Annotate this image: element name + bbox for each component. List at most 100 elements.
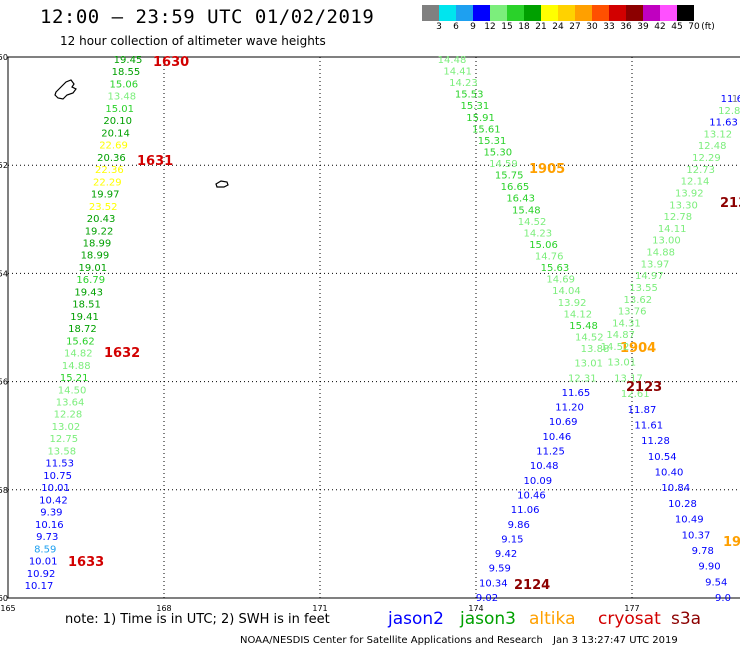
wave-height-value: 1 xyxy=(732,94,738,105)
wave-height-value: 14.23 xyxy=(523,228,552,239)
wave-height-value: 14.11 xyxy=(658,224,687,235)
wave-height-value: 18.72 xyxy=(68,324,97,335)
wave-height-value: 19.22 xyxy=(85,226,114,237)
wave-height-value: 14.31 xyxy=(612,318,641,329)
legend-label-15: 15 xyxy=(501,22,513,32)
lon-label: 177 xyxy=(624,604,639,613)
legend-swatch-70 xyxy=(677,5,694,21)
wave-height-value: 16.79 xyxy=(76,275,105,286)
legend-label-24: 24 xyxy=(552,22,564,32)
legend-label-70: 70 xyxy=(688,22,700,32)
lat-label: -60 xyxy=(0,594,8,603)
legend-label-18: 18 xyxy=(518,22,530,32)
wave-height-value: 15.53 xyxy=(455,90,484,101)
wave-height-value: 15.62 xyxy=(66,336,95,347)
wave-height-value: 20.10 xyxy=(103,116,132,127)
lat-label: -56 xyxy=(0,378,8,387)
wave-height-value: 11.61 xyxy=(634,420,663,431)
legend-swatch-3 xyxy=(422,5,439,21)
wave-height-value: 12.14 xyxy=(681,177,710,188)
pass-time-label: 1633 xyxy=(68,555,104,570)
wave-height-value: 9.02 xyxy=(476,593,498,604)
wave-height-value: 13.12 xyxy=(704,129,733,140)
wave-height-value: 10.40 xyxy=(655,468,684,479)
page-subtitle: 12 hour collection of altimeter wave hei… xyxy=(60,34,326,48)
wave-height-value: 11.28 xyxy=(641,436,670,447)
wave-height-value: 11.06 xyxy=(511,505,540,516)
wave-height-value: 14.48 xyxy=(438,55,467,66)
wave-height-value: 11.63 xyxy=(709,118,738,129)
wave-height-value: 15.31 xyxy=(478,136,507,147)
wave-height-value: 10.34 xyxy=(479,578,508,589)
wave-height-value: 14.12 xyxy=(564,309,593,320)
wave-height-value: 15.06 xyxy=(529,240,558,251)
wave-height-value: 13.62 xyxy=(624,295,653,306)
wave-height-value: 13.01 xyxy=(574,359,603,370)
wave-height-value: 10.69 xyxy=(549,417,578,428)
wave-height-value: 13.02 xyxy=(52,422,81,433)
wave-height-value: 13.92 xyxy=(558,298,587,309)
legend-label-36: 36 xyxy=(620,22,632,32)
wave-height-value: 11.87 xyxy=(628,405,657,416)
lon-label: 168 xyxy=(156,604,171,613)
wave-height-value: 9.78 xyxy=(692,546,714,557)
wave-height-value: 19.01 xyxy=(78,263,107,274)
wave-height-value: 13.30 xyxy=(669,200,698,211)
wave-height-value: 13.64 xyxy=(56,398,85,409)
legend-swatch-36 xyxy=(609,5,626,21)
lat-label: -54 xyxy=(0,269,8,278)
legend-swatch-39 xyxy=(626,5,643,21)
lon-label: 174 xyxy=(468,604,483,613)
wave-height-value: 15.91 xyxy=(466,113,495,124)
legend-swatch-33 xyxy=(592,5,609,21)
legend-swatch-24 xyxy=(541,5,558,21)
wave-height-value: 15.06 xyxy=(110,79,139,90)
wave-height-value: 18.51 xyxy=(72,300,101,311)
legend-label-3: 3 xyxy=(436,22,442,32)
wave-height-value: 18.99 xyxy=(83,238,112,249)
wave-height-value: 18.55 xyxy=(112,67,141,78)
wave-height-value: 18.99 xyxy=(81,251,110,262)
legend-label-45: 45 xyxy=(671,22,683,32)
wave-height-value: 9.90 xyxy=(698,562,720,573)
wave-height-value: 9.0 xyxy=(715,593,731,604)
wave-height-value: 9.15 xyxy=(501,534,523,545)
legend-label-42: 42 xyxy=(654,22,666,32)
wave-height-value: 22.69 xyxy=(99,141,128,152)
wave-height-value: 9.39 xyxy=(40,508,62,519)
wave-height-value: 15.63 xyxy=(541,263,570,274)
wave-height-value: 12.75 xyxy=(50,434,79,445)
wave-height-value: 10.84 xyxy=(661,483,690,494)
wave-height-value: 10.48 xyxy=(530,461,559,472)
wave-height-value: 19.41 xyxy=(70,312,99,323)
lat-label: -52 xyxy=(0,161,8,170)
legend-swatch-27 xyxy=(558,5,575,21)
satellite-label-jason2: jason2 xyxy=(388,609,444,629)
legend-swatch-45 xyxy=(660,5,677,21)
wave-height-value: 20.14 xyxy=(101,128,130,139)
legend-label-27: 27 xyxy=(569,22,581,32)
wave-height-value: 15.21 xyxy=(60,373,89,384)
wave-height-value: 15.30 xyxy=(483,147,512,158)
wave-height-value: 16.65 xyxy=(501,182,530,193)
satellite-label-s3a: s3a xyxy=(671,609,702,629)
wave-height-value: 14.88 xyxy=(646,248,675,259)
pass-time-label: 2124 xyxy=(514,578,550,593)
wave-height-value: 10.49 xyxy=(675,515,704,526)
map-frame xyxy=(7,56,740,599)
pass-time-label: 1904 xyxy=(620,341,656,356)
wave-height-value: 14.52 xyxy=(601,342,630,353)
wave-height-value: 14.97 xyxy=(635,271,664,282)
wave-height-value: 12.78 xyxy=(664,212,693,223)
wave-height-value: 14.59 xyxy=(489,159,518,170)
wave-height-value: 14.76 xyxy=(535,252,564,263)
campbell-island-shape xyxy=(215,180,229,188)
wave-height-value: 19.43 xyxy=(74,287,103,298)
wave-height-value: 12.28 xyxy=(54,410,83,421)
wave-height-value: 10.46 xyxy=(543,432,572,443)
wave-height-value: 15.48 xyxy=(569,321,598,332)
wave-height-value: 19.45 xyxy=(114,55,143,66)
wave-height-value: 9.86 xyxy=(508,520,530,531)
wave-height-value: 10.92 xyxy=(27,569,56,580)
